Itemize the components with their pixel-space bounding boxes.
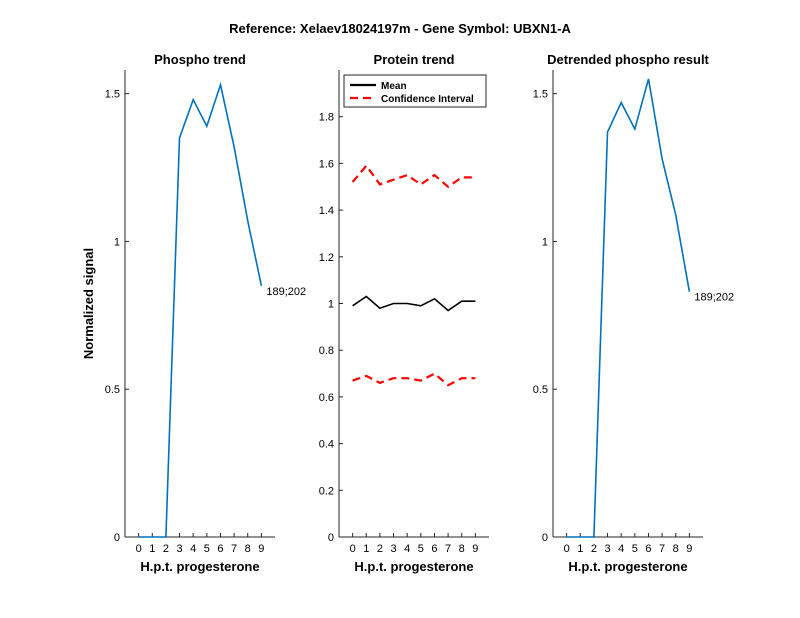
y-tick-label: 1 <box>542 236 548 248</box>
x-axis-label: H.p.t. progesterone <box>140 559 259 574</box>
x-tick-label: 5 <box>632 543 638 555</box>
x-tick-label: 0 <box>136 543 142 555</box>
x-tick-label: 9 <box>686 543 692 555</box>
x-tick-label: 1 <box>149 543 155 555</box>
point-annotation: 189;202 <box>694 292 734 304</box>
x-tick-label: 8 <box>245 543 251 555</box>
x-tick-label: 3 <box>390 543 396 555</box>
subplot-title: Detrended phospho result <box>547 52 709 67</box>
x-tick-label: 2 <box>591 543 597 555</box>
legend-entry-label: Mean <box>381 81 407 92</box>
series-line-2 <box>351 163 476 189</box>
y-tick-label: 1.4 <box>319 205 334 217</box>
y-tick-label: 0.4 <box>319 439 334 451</box>
y-tick-label: 0 <box>114 532 120 544</box>
x-tick-label: 6 <box>217 543 223 555</box>
x-tick-label: 2 <box>377 543 383 555</box>
x-tick-label: 5 <box>204 543 210 555</box>
x-tick-label: 1 <box>363 543 369 555</box>
x-tick-label: 0 <box>350 543 356 555</box>
y-tick-label: 1.5 <box>533 89 548 101</box>
x-tick-label: 2 <box>163 543 169 555</box>
x-tick-label: 1 <box>577 543 583 555</box>
x-tick-label: 4 <box>404 543 410 555</box>
y-tick-label: 0.6 <box>319 392 334 404</box>
series-line-1 <box>352 295 476 312</box>
x-tick-label: 6 <box>645 543 651 555</box>
y-axis-label: Normalized signal <box>81 248 96 359</box>
x-axis-label: H.p.t. progesterone <box>568 559 687 574</box>
x-tick-label: 5 <box>418 543 424 555</box>
y-tick-label: 0.5 <box>533 384 548 396</box>
y-tick-label: 1.8 <box>319 112 334 124</box>
series-line-1 <box>138 81 263 538</box>
x-tick-label: 3 <box>176 543 182 555</box>
y-tick-label: 0.5 <box>105 384 120 396</box>
x-axis-label: H.p.t. progesterone <box>354 559 473 574</box>
legend-entry-label: Confidence Interval <box>381 94 474 105</box>
point-annotation: 189;202 <box>266 286 306 298</box>
y-tick-label: 0 <box>542 532 548 544</box>
x-tick-label: 4 <box>618 543 624 555</box>
y-tick-label: 1.6 <box>319 158 334 170</box>
series-line-1 <box>566 78 691 538</box>
x-tick-label: 6 <box>431 543 437 555</box>
legend: Mean Confidence Interval <box>343 74 487 108</box>
x-tick-label: 7 <box>659 543 665 555</box>
x-tick-label: 8 <box>673 543 679 555</box>
subplot-title: Phospho trend <box>154 52 246 67</box>
y-tick-label: 1 <box>114 236 120 248</box>
y-tick-label: 0.8 <box>319 345 334 357</box>
x-tick-label: 8 <box>459 543 465 555</box>
y-tick-label: 1.2 <box>319 252 334 264</box>
y-tick-label: 1.5 <box>105 89 120 101</box>
legend-box <box>343 74 487 108</box>
x-tick-label: 7 <box>231 543 237 555</box>
y-tick-label: 1 <box>328 299 334 311</box>
x-tick-label: 3 <box>604 543 610 555</box>
x-tick-label: 7 <box>445 543 451 555</box>
subplot-title: Protein trend <box>374 52 455 67</box>
x-tick-label: 0 <box>564 543 570 555</box>
x-tick-label: 9 <box>258 543 264 555</box>
y-tick-label: 0 <box>328 532 334 544</box>
series-line-3 <box>352 372 476 387</box>
y-tick-label: 0.2 <box>319 485 334 497</box>
figure-title: Reference: Xelaev18024197m - Gene Symbol… <box>229 21 571 36</box>
x-tick-label: 9 <box>472 543 478 555</box>
x-tick-label: 4 <box>190 543 196 555</box>
